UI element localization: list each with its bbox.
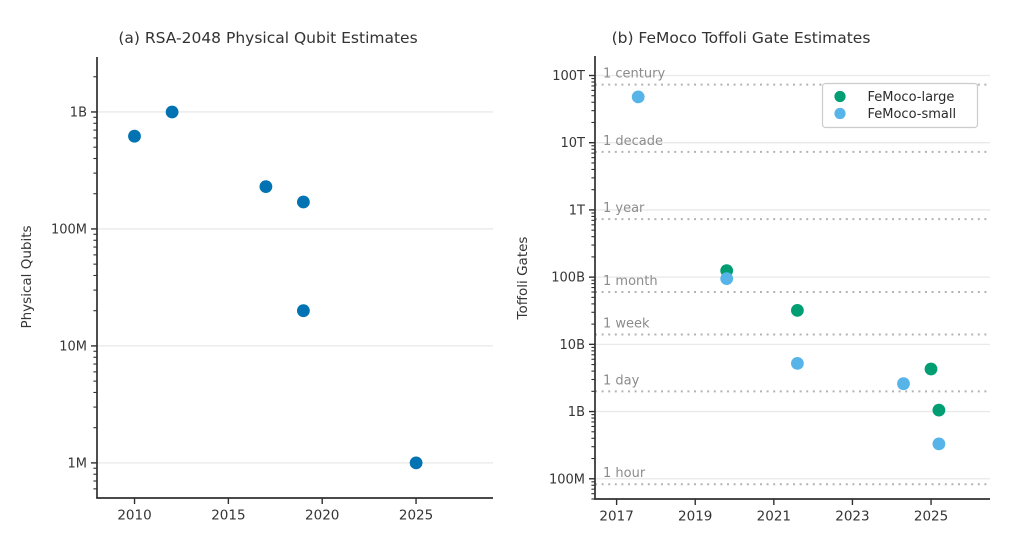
x-tick-label: 2023 xyxy=(835,509,869,525)
data-point-rsa-2048-physical-qubit-estimates xyxy=(409,456,423,470)
chart-rsa: 1M 10M 100M 1B 2010 2015 2020 2025 (a) RSA-2048 … xyxy=(19,29,493,524)
legend-label: FeMoco-large xyxy=(868,90,955,105)
data-point-femoco-small xyxy=(897,377,910,391)
y-tick-label: 100T xyxy=(552,69,585,84)
data-point-femoco-small xyxy=(631,90,645,104)
data-point-femoco-small xyxy=(720,272,734,285)
reference-line-label: 1 day xyxy=(603,373,640,388)
y-tick-label: 1B xyxy=(70,105,87,120)
data-point-rsa-2048-physical-qubit-estimates xyxy=(128,129,141,143)
legend-marker xyxy=(834,107,846,120)
chart-title: (b) FeMoco Toffoli Gate Estimates xyxy=(612,29,871,47)
reference-line-label: 1 week xyxy=(603,317,650,332)
data-point-rsa-2048-physical-qubit-estimates xyxy=(297,304,310,318)
data-point-femoco-large xyxy=(791,304,804,317)
reference-line-label: 1 decade xyxy=(603,134,663,149)
x-tick-label: 2015 xyxy=(211,508,245,524)
data-point-femoco-large xyxy=(924,362,938,376)
chart-title: (a) RSA-2048 Physical Qubit Estimates xyxy=(118,29,417,47)
x-tick-label: 2021 xyxy=(757,509,791,525)
y-tick-label: 100M xyxy=(549,472,585,487)
legend-box xyxy=(821,82,979,129)
y-tick-label: 1M xyxy=(68,456,88,471)
data-point-rsa-2048-physical-qubit-estimates xyxy=(297,195,310,209)
legend-label: FeMoco-small xyxy=(868,107,957,122)
y-tick-label: 10M xyxy=(59,339,87,354)
x-tick-label: 2025 xyxy=(399,508,433,524)
x-tick-label: 2025 xyxy=(914,509,948,525)
x-tick-label: 2019 xyxy=(678,509,712,525)
data-point-femoco-large xyxy=(932,403,946,417)
y-tick-label: 100M xyxy=(51,222,87,237)
y-tick-label: 1T xyxy=(569,203,585,218)
y-tick-label: 100B xyxy=(551,271,585,286)
x-tick-label: 2010 xyxy=(117,508,151,524)
data-point-femoco-small xyxy=(932,437,946,451)
chart-femoco: 1 century 1 decade 1 year 1 month 1 week 1 da… xyxy=(515,29,990,525)
data-point-femoco-small xyxy=(791,357,804,370)
y-tick-label: 10B xyxy=(560,338,585,353)
reference-line-label: 1 century xyxy=(603,67,665,82)
data-point-rsa-2048-physical-qubit-estimates xyxy=(259,180,273,194)
legend-marker xyxy=(834,90,846,103)
x-tick-label: 2020 xyxy=(305,508,339,524)
legend: FeMoco-large FeMoco-small xyxy=(821,82,979,129)
reference-line-label: 1 month xyxy=(603,274,658,289)
y-tick-label: 1B xyxy=(568,405,585,420)
data-point-rsa-2048-physical-qubit-estimates xyxy=(165,105,179,119)
reference-line-label: 1 hour xyxy=(603,466,646,481)
y-axis-label: Toffoli Gates xyxy=(515,237,531,321)
x-tick-label: 2017 xyxy=(599,509,633,525)
y-axis-label: Physical Qubits xyxy=(19,225,35,328)
reference-line-label: 1 year xyxy=(603,201,645,216)
y-tick-label: 10T xyxy=(561,136,586,151)
